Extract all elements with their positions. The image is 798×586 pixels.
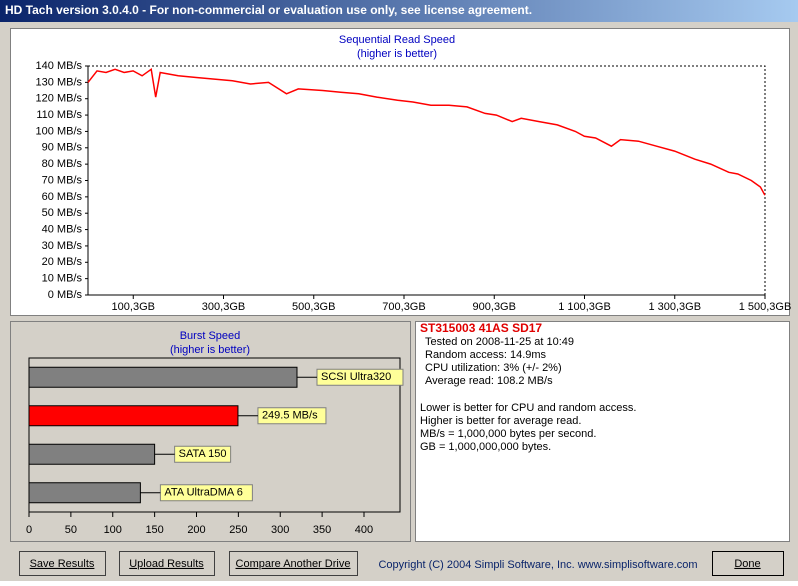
bar-label: SATA 150 — [179, 448, 227, 460]
button-label[interactable]: Upload Results — [129, 558, 204, 570]
button[interactable] — [229, 551, 358, 576]
title-bar — [0, 0, 798, 22]
x-tick-label: 100 — [104, 524, 122, 536]
x-tick-label: 500,3GB — [292, 301, 335, 313]
info-note: Lower is better for CPU and random acces… — [420, 402, 636, 414]
x-tick-label: 400 — [355, 524, 373, 536]
x-tick-label: 1 300,3GB — [648, 301, 701, 313]
y-tick-label: 60 MB/s — [42, 191, 83, 203]
y-tick-label: 20 MB/s — [42, 256, 83, 268]
y-tick-label: 80 MB/s — [42, 158, 83, 170]
burst-bar — [28, 366, 298, 388]
x-tick-label: 300 — [271, 524, 289, 536]
chart-title: Burst Speed — [180, 330, 241, 342]
info-note: MB/s = 1,000,000 bytes per second. — [420, 428, 596, 440]
window-title: HD Tach version 3.0.4.0 - For non-commer… — [5, 3, 532, 17]
x-tick-label: 250 — [229, 524, 247, 536]
button[interactable] — [19, 551, 106, 576]
info-detail: CPU utilization: 3% (+/- 2%) — [425, 362, 562, 374]
x-tick-label: 150 — [145, 524, 163, 536]
chart-subtitle: (higher is better) — [170, 344, 250, 356]
y-tick-label: 140 MB/s — [36, 60, 83, 72]
y-tick-label: 50 MB/s — [42, 207, 83, 219]
bar-label: SCSI Ultra320 — [321, 371, 391, 383]
info-note: Higher is better for average read. — [420, 415, 581, 427]
info-panel — [415, 321, 790, 542]
button-label[interactable]: Done — [734, 558, 760, 570]
y-tick-label: 100 MB/s — [36, 125, 83, 137]
burst-bar — [28, 405, 239, 427]
info-detail: Average read: 108.2 MB/s — [425, 375, 553, 387]
x-tick-label: 700,3GB — [382, 301, 425, 313]
y-tick-label: 40 MB/s — [42, 223, 83, 235]
drive-name: ST315003 41AS SD17 — [420, 321, 542, 335]
burst-bar — [28, 443, 156, 465]
read-panel — [10, 28, 790, 316]
x-tick-label: 900,3GB — [473, 301, 516, 313]
y-tick-label: 90 MB/s — [42, 142, 83, 154]
info-detail: Random access: 14.9ms — [425, 349, 547, 361]
info-note: GB = 1,000,000,000 bytes. — [420, 441, 551, 453]
y-tick-label: 70 MB/s — [42, 174, 83, 186]
y-tick-label: 110 MB/s — [36, 109, 82, 121]
bar-label: 249.5 MB/s — [262, 410, 318, 422]
copyright: Copyright (C) 2004 Simpli Software, Inc.… — [378, 559, 697, 571]
x-tick-label: 50 — [65, 524, 77, 536]
burst-bar — [28, 482, 141, 504]
x-tick-label: 200 — [187, 524, 205, 536]
x-tick-label: 1 500,3GB — [739, 301, 792, 313]
bar-label: ATA UltraDMA 6 — [164, 487, 242, 499]
button[interactable] — [119, 551, 215, 576]
x-tick-label: 0 — [26, 524, 32, 536]
x-tick-label: 300,3GB — [202, 301, 245, 313]
x-tick-label: 100,3GB — [112, 301, 155, 313]
info-detail: Tested on 2008-11-25 at 10:49 — [425, 336, 574, 348]
read-speed-line — [87, 67, 766, 196]
button-label[interactable]: Save Results — [30, 558, 95, 570]
y-tick-label: 0 MB/s — [48, 289, 83, 301]
x-tick-label: 350 — [313, 524, 331, 536]
button-label[interactable]: Compare Another Drive — [236, 558, 351, 570]
y-tick-label: 130 MB/s — [36, 76, 83, 88]
x-tick-label: 1 100,3GB — [558, 301, 611, 313]
chart-title: Sequential Read Speed — [339, 34, 455, 46]
plot-frame — [28, 357, 401, 513]
y-tick-label: 10 MB/s — [42, 273, 83, 285]
chart-subtitle: (higher is better) — [357, 48, 437, 60]
y-tick-label: 120 MB/s — [36, 93, 83, 105]
y-tick-label: 30 MB/s — [42, 240, 83, 252]
button[interactable] — [712, 551, 784, 576]
